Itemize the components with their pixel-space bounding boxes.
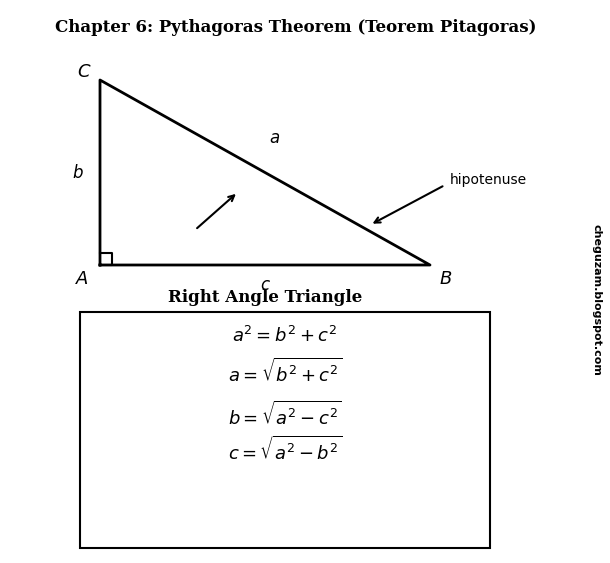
Text: cheguzam.blogspot.com: cheguzam.blogspot.com	[592, 224, 602, 376]
Text: Chapter 6: Pythagoras Theorem (Teorem Pitagoras): Chapter 6: Pythagoras Theorem (Teorem Pi…	[55, 20, 537, 37]
Text: $c = \sqrt{a^2 - b^2}$: $c = \sqrt{a^2 - b^2}$	[228, 436, 342, 464]
Text: $a$: $a$	[270, 130, 281, 147]
Text: $A$: $A$	[75, 270, 89, 288]
Text: hipotenuse: hipotenuse	[450, 173, 527, 187]
Text: $b$: $b$	[72, 163, 84, 181]
Text: $b = \sqrt{a^2 - c^2}$: $b = \sqrt{a^2 - c^2}$	[228, 401, 342, 429]
FancyBboxPatch shape	[80, 312, 490, 548]
Text: $c$: $c$	[259, 276, 270, 293]
Text: $B$: $B$	[439, 270, 453, 288]
Text: Right Angle Triangle: Right Angle Triangle	[168, 289, 362, 306]
Text: $a = \sqrt{b^2 + c^2}$: $a = \sqrt{b^2 + c^2}$	[228, 358, 342, 386]
Text: $C$: $C$	[77, 63, 92, 81]
Text: $a^2 = b^2 + c^2$: $a^2 = b^2 + c^2$	[232, 326, 338, 346]
